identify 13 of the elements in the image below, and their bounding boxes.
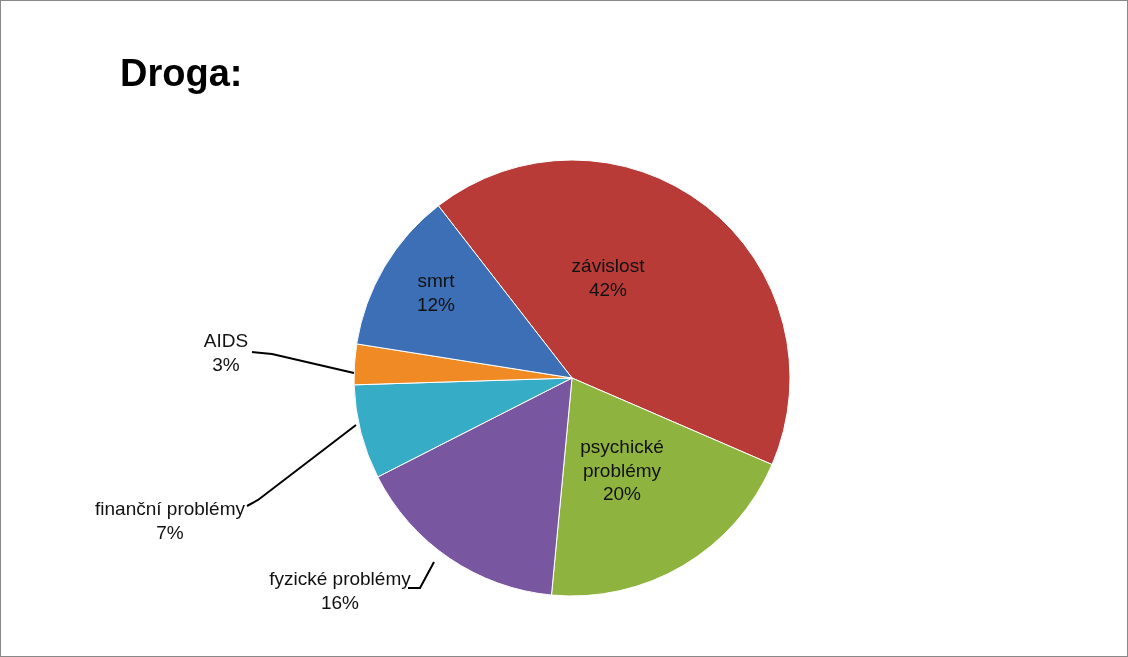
- data-label: 16%: [320, 591, 360, 613]
- slice-label: fyzické problémy: [269, 567, 412, 589]
- slice-label: psychické problémy: [580, 435, 664, 481]
- slice-label: finanční problémy: [95, 497, 246, 519]
- data-label: 20%: [602, 483, 642, 505]
- data-label: 42%: [588, 278, 628, 300]
- data-label: 3%: [212, 353, 240, 375]
- chart-title: Droga:: [120, 52, 243, 94]
- slice-label: smrt: [417, 269, 456, 291]
- data-label: 12%: [416, 293, 456, 315]
- slice-label: AIDS: [203, 329, 249, 351]
- slice-label: závislost: [571, 254, 646, 276]
- data-label: 7%: [156, 521, 184, 543]
